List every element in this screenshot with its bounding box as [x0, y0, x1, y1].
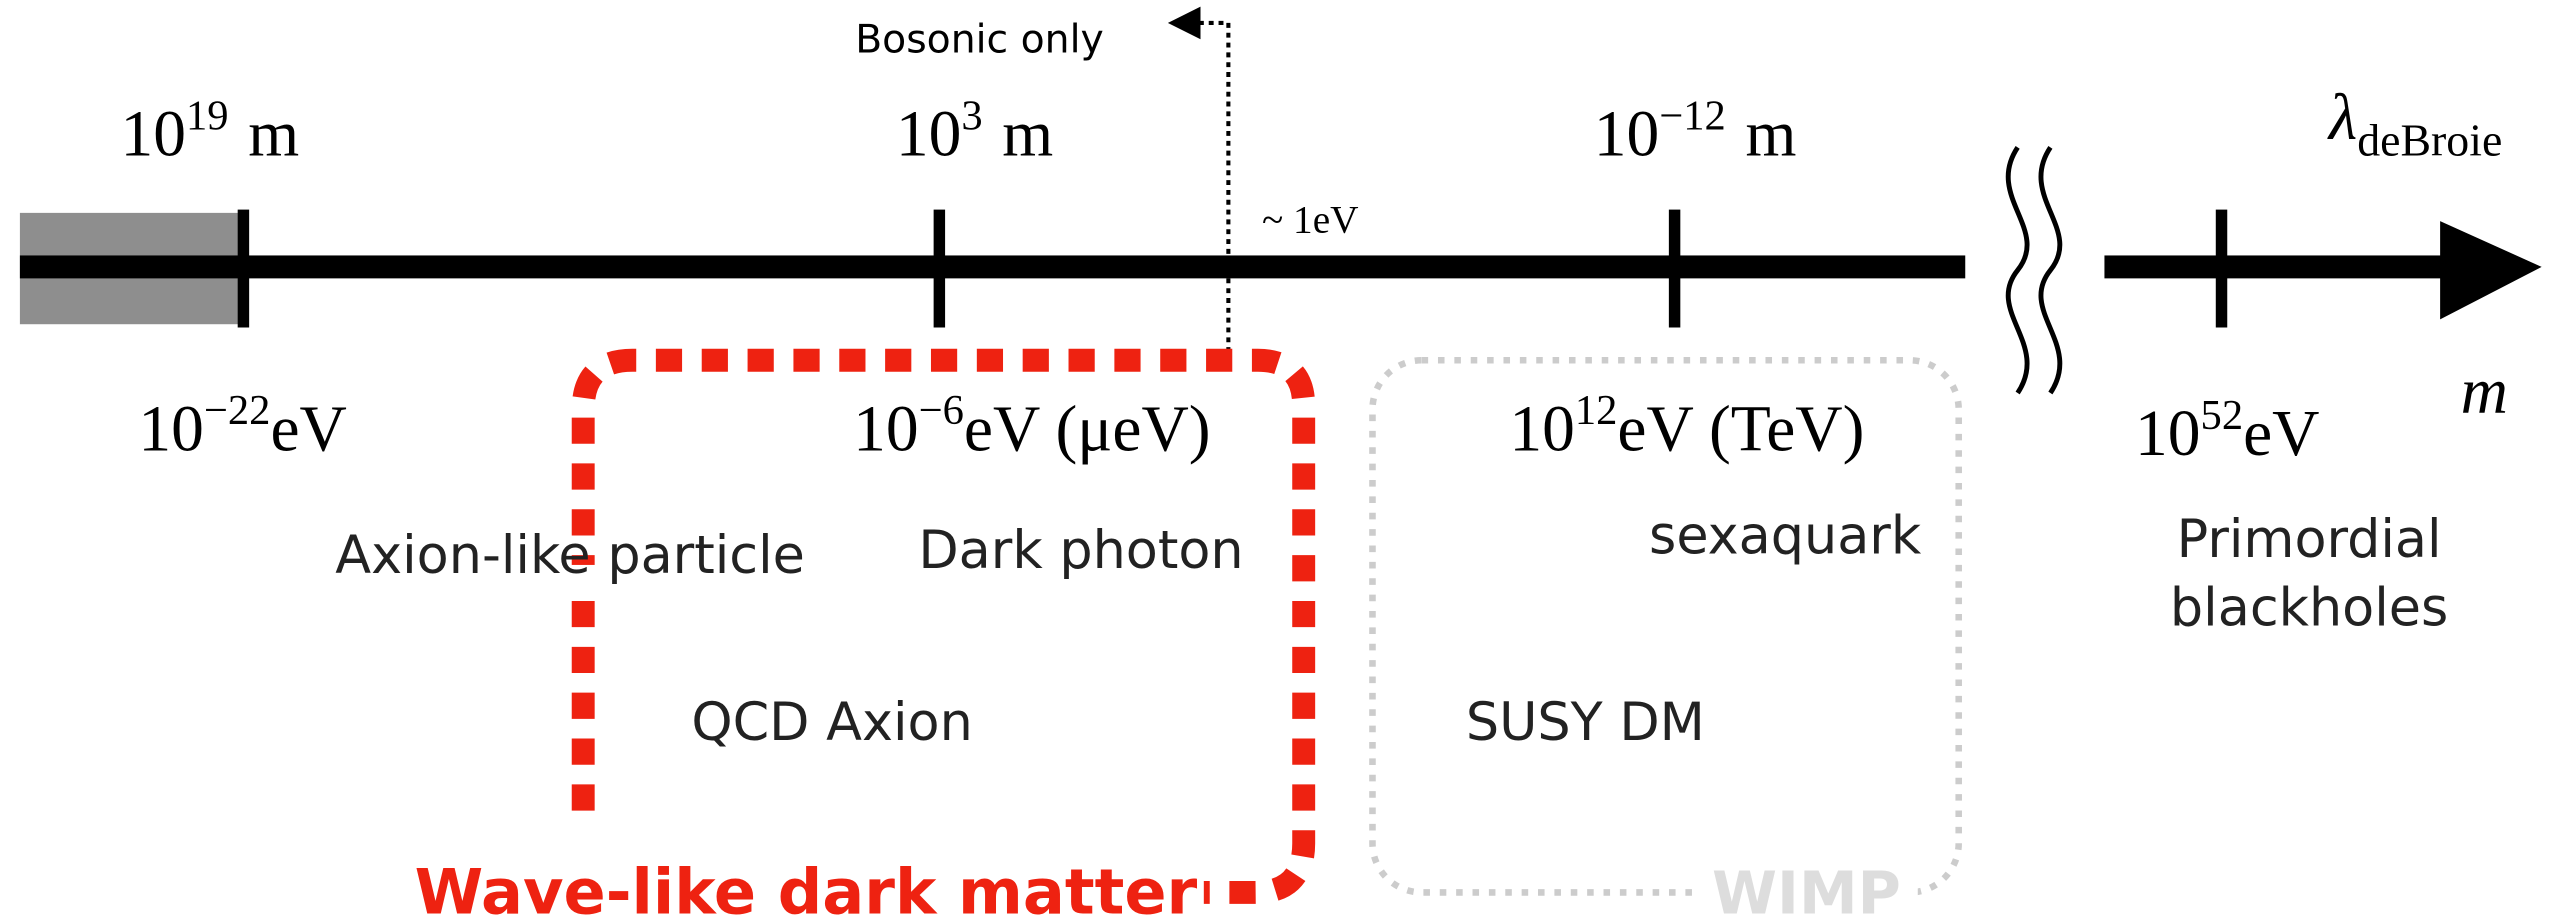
wavelength-label: 10−12 m	[1594, 92, 1797, 170]
unit: eV	[270, 393, 346, 465]
symbol: λ	[2327, 82, 2357, 154]
wave-like-label: Wave-like dark matter	[415, 856, 1198, 917]
wavelength-axis-label: λdeBroie	[2327, 82, 2503, 165]
subscript: deBroie	[2357, 115, 2502, 166]
tick	[1668, 209, 1681, 328]
candidate-label: QCD Axion	[691, 692, 972, 753]
mass-label: 10−6eV (μeV)	[853, 387, 1210, 465]
base: 10	[1509, 393, 1575, 465]
wavelength-label: 103 m	[896, 92, 1053, 170]
tick	[2215, 209, 2228, 328]
wave-like-region	[571, 348, 1316, 904]
axis-break	[2005, 146, 2030, 395]
base: 10	[2135, 398, 2201, 470]
unit: m	[248, 99, 299, 171]
wavelength-label: 1019 m	[121, 92, 300, 170]
unit: m	[1002, 99, 1053, 171]
wimp-label: WIMP	[1712, 859, 1901, 917]
annotation: Bosonic only	[855, 17, 1104, 62]
base: 10	[121, 99, 187, 171]
tick	[933, 209, 946, 328]
label-backing	[1695, 859, 1918, 917]
exponent: 52	[2201, 392, 2244, 439]
axis-line	[2104, 255, 2449, 279]
base: 10	[896, 99, 962, 171]
exponent: −22	[204, 387, 271, 434]
candidate-label: blackholes	[2170, 578, 2448, 639]
candidate-label: Axion-like particle	[335, 525, 805, 586]
exponent: −6	[919, 387, 964, 434]
axis-line	[19, 255, 1966, 279]
base: 10	[853, 393, 919, 465]
exponent: −12	[1659, 92, 1726, 139]
tick	[237, 209, 250, 328]
threshold: ~ 1eV	[1262, 198, 1359, 242]
unit: eV (TeV)	[1617, 393, 1864, 465]
exponent: 12	[1575, 387, 1618, 434]
mass-label: 10−22eV	[138, 387, 346, 465]
base: 10	[138, 393, 204, 465]
axis-break	[2038, 146, 2063, 395]
label-backing	[557, 564, 613, 601]
unit: m	[1745, 99, 1796, 171]
candidate-label: sexaquark	[1649, 505, 1922, 566]
bosonic-pointer	[1167, 6, 1231, 353]
unit: eV (μeV)	[964, 393, 1211, 465]
candidate-label: Primordial	[2177, 509, 2442, 570]
axis-arrow	[2440, 221, 2542, 320]
candidate-label: Dark photon	[918, 520, 1243, 581]
exponent: 19	[186, 92, 229, 139]
candidate-label: SUSY DM	[1466, 692, 1705, 753]
mass-label: 1012eV (TeV)	[1509, 387, 1864, 465]
mass-axis-label: m	[2461, 356, 2508, 428]
mass-label: 1052eV	[2135, 392, 2319, 470]
unit: eV	[2243, 398, 2319, 470]
base: 10	[1594, 99, 1660, 171]
exponent: 3	[961, 92, 982, 139]
